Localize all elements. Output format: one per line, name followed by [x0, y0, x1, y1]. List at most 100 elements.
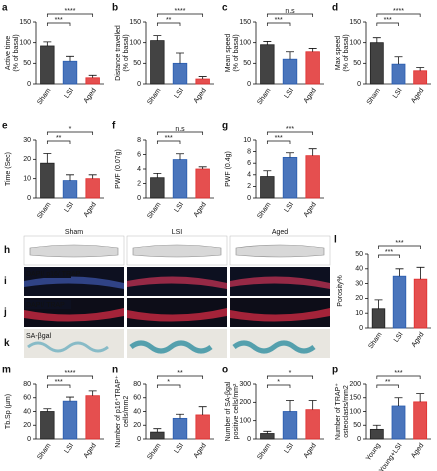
fluorescence [24, 308, 124, 322]
y-axis-label: Time (Sec) [5, 152, 12, 186]
y-tick-label: 50 [355, 251, 363, 258]
y-axis-label: osteoclasts/mm2 [343, 385, 350, 438]
x-tick-label: Aged [303, 442, 318, 459]
bone-section [29, 244, 119, 258]
y-tick-label: 4 [137, 166, 141, 173]
x-tick-label: LSI [283, 442, 295, 455]
significance-bracket [46, 131, 94, 135]
bar [172, 62, 188, 85]
y-axis-label: Active time [5, 36, 12, 70]
significance-bracket [266, 384, 291, 388]
x-tick-label: Sham [36, 87, 52, 106]
significance-bracket [266, 131, 314, 135]
column-label: Sham [65, 229, 83, 236]
bar [282, 58, 298, 85]
x-tick-label: Aged [411, 331, 426, 348]
y-tick-label: 150 [349, 395, 361, 402]
y-tick-label: 100 [239, 418, 251, 425]
error-bar [198, 76, 207, 80]
fluorescence [24, 276, 124, 289]
y-tick-label: 8 [247, 148, 251, 155]
x-tick-label: Sham [36, 442, 52, 461]
bar [150, 431, 165, 440]
y-tick-label: 0 [357, 436, 361, 443]
x-tick-label: Young+LSI [378, 442, 403, 471]
panel-letter: j [3, 307, 7, 318]
significance-bracket [46, 22, 71, 26]
error-bar [263, 430, 272, 434]
significance-label: *** [385, 249, 393, 256]
panel-letter: g [222, 121, 228, 132]
x-tick-label: LSI [63, 442, 75, 455]
y-tick-label: 0 [137, 81, 141, 88]
y-axis-label: Tb.Sp (µm) [5, 394, 12, 429]
y-axis-label: Number of SA-βgal [225, 381, 232, 441]
x-tick-label: Aged [410, 442, 425, 459]
panel-letter: c [222, 3, 228, 14]
row-label: DAPI/ TRAP [26, 302, 65, 309]
row-label: DAPI/ p16/ TRAP [26, 271, 81, 278]
panel-letter: e [2, 121, 8, 132]
fluorescence [127, 308, 227, 322]
y-tick-label: 30 [23, 137, 31, 144]
significance-bracket [156, 384, 181, 388]
error-bar [308, 48, 317, 52]
x-tick-label: LSI [173, 87, 185, 100]
label-backdrop [25, 269, 71, 278]
bar [195, 414, 210, 440]
y-tick-label: 100 [349, 408, 361, 415]
y-tick-label: 60 [133, 395, 141, 402]
y-tick-label: 8 [137, 137, 141, 144]
significance-bracket [46, 384, 71, 388]
stain [129, 340, 213, 354]
y-axis-label: Number of TRAP⁺ [335, 383, 342, 440]
significance-bracket [266, 140, 291, 144]
y-tick-label: 150 [239, 19, 251, 26]
significance-bracket [156, 22, 181, 26]
error-bar [263, 41, 272, 45]
error-bar [198, 166, 207, 169]
error-bar [395, 268, 404, 277]
y-tick-label: 20 [23, 422, 31, 429]
y-axis-label: Porosity% [337, 275, 344, 307]
bar [62, 400, 78, 440]
label-backdrop [25, 300, 71, 309]
x-tick-label: LSI [283, 87, 295, 100]
y-tick-label: 0 [137, 436, 141, 443]
significance-label: ** [56, 135, 62, 142]
y-axis-label: Number of p16⁺TRAP⁺ [115, 375, 122, 448]
error-bar [263, 170, 272, 177]
significance-label: * [69, 126, 72, 133]
x-tick-label: LSI [173, 442, 185, 455]
y-tick-label: 0 [27, 195, 31, 202]
label-backdrop [25, 331, 71, 340]
y-tick-label: 0 [247, 195, 251, 202]
panel-letter: a [2, 3, 8, 14]
x-tick-label: Sham [256, 87, 272, 106]
significance-label: * [289, 370, 292, 377]
x-tick-label: LSI [393, 331, 405, 344]
y-axis-label: Mean speed [225, 34, 232, 73]
y-tick-label: 6 [247, 160, 251, 167]
y-tick-label: 40 [23, 408, 31, 415]
significance-bracket [156, 13, 204, 17]
y-axis-label: (% of basal) [233, 34, 240, 71]
error-bar [416, 266, 425, 280]
bar [150, 177, 165, 199]
y-axis-label: positive cells/mm² [233, 383, 240, 439]
significance-label: *** [275, 17, 283, 24]
significance-label: **** [175, 8, 186, 15]
error-bar [66, 396, 74, 402]
x-tick-label: Sham [146, 442, 162, 461]
significance-label: * [277, 379, 280, 386]
x-tick-label: LSI [63, 201, 75, 214]
significance-label: *** [286, 126, 294, 133]
y-axis-label: Distance travelled [115, 25, 122, 81]
y-tick-label: 150 [129, 19, 141, 26]
x-tick-label: Aged [193, 442, 208, 459]
panel-letter: l [334, 235, 337, 246]
bar [413, 70, 428, 85]
error-bar [394, 397, 403, 406]
y-axis-label: (% of basal) [13, 34, 20, 71]
significance-bracket [376, 22, 399, 26]
